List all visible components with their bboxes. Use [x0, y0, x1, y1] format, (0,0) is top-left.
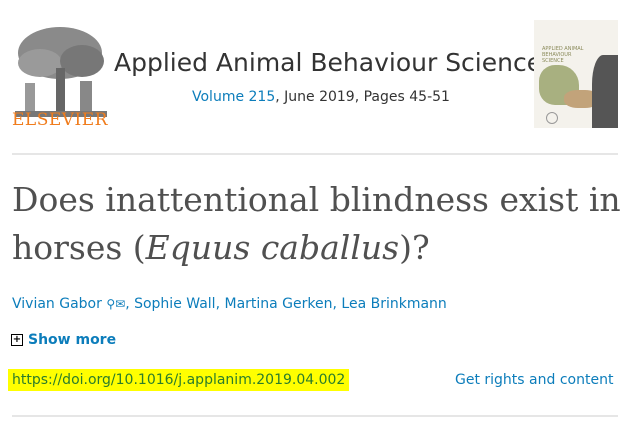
article-title: Does inattentional blindness exist in ho…: [12, 176, 622, 272]
author-link[interactable]: Vivian Gabor: [12, 296, 102, 312]
show-more-button[interactable]: + Show more: [11, 332, 116, 348]
title-end: )?: [399, 228, 430, 267]
journal-title-link[interactable]: Applied Animal Behaviour Science: [114, 48, 543, 77]
plus-box-icon: +: [11, 334, 23, 346]
author-list: Vivian Gabor ⚲✉, Sophie Wall, Martina Ge…: [12, 296, 447, 312]
title-species: Equus caballus: [145, 228, 400, 267]
journal-cover-image[interactable]: APPLIED ANIMAL BEHAVIOUR SCIENCE: [534, 20, 618, 128]
show-more-label: Show more: [28, 332, 117, 348]
get-rights-link[interactable]: Get rights and content: [455, 372, 614, 388]
person-icon[interactable]: ⚲: [106, 297, 116, 311]
doi-link[interactable]: https://doi.org/10.1016/j.applanim.2019.…: [8, 369, 350, 391]
author-link[interactable]: Lea Brinkmann: [341, 296, 447, 312]
divider: [12, 153, 618, 155]
author-link[interactable]: Sophie Wall: [134, 296, 216, 312]
elsevier-tree-logo[interactable]: [10, 14, 112, 132]
journal-title[interactable]: Applied Animal Behaviour Science: [114, 48, 542, 77]
envelope-icon[interactable]: ✉: [115, 297, 126, 311]
issue-pages: , June 2019, Pages 45-51: [275, 89, 450, 105]
elsevier-wordmark: ELSEVIER: [12, 110, 108, 130]
divider: [12, 415, 618, 417]
title-text: Does inattentional blindness exist in ho…: [12, 180, 621, 267]
author-link[interactable]: Martina Gerken: [224, 296, 333, 312]
cover-title: APPLIED ANIMAL BEHAVIOUR SCIENCE: [542, 46, 584, 64]
volume-link[interactable]: Volume 215: [192, 89, 276, 105]
volume-info: Volume 215, June 2019, Pages 45-51: [192, 89, 450, 105]
